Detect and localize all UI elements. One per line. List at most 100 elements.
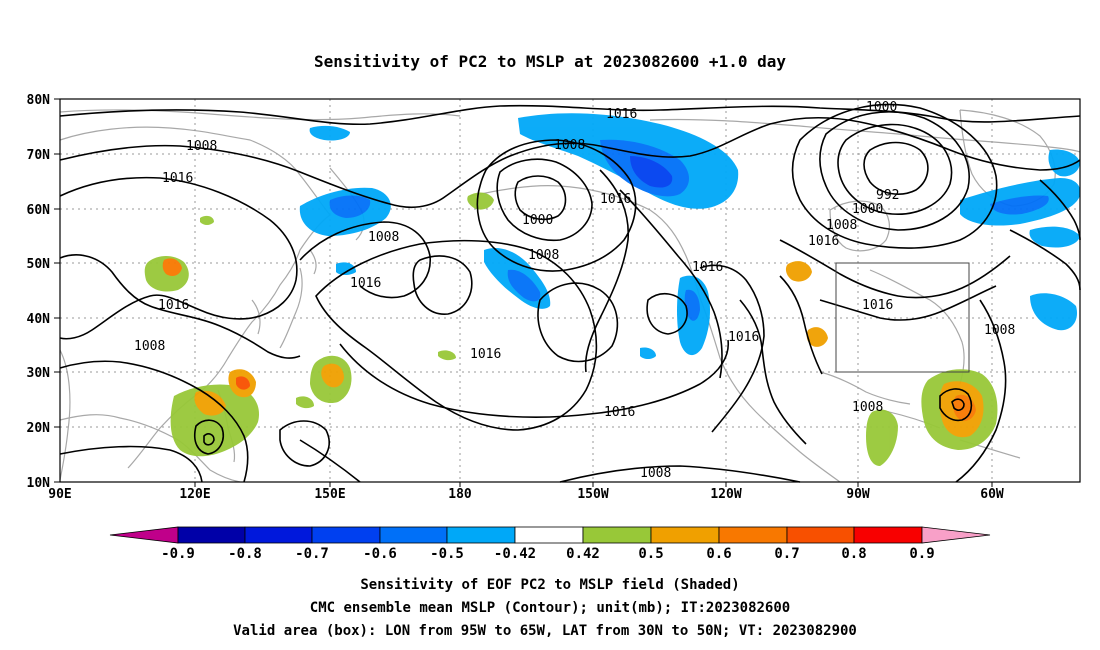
colorbar-label: 0.5 — [638, 546, 663, 562]
isobar-1008-typhoon-inner — [203, 433, 215, 446]
colorbar-swatch — [379, 526, 448, 544]
colorbar-below-min-triangle — [109, 526, 179, 544]
coastline-gulf-mexico — [819, 371, 911, 405]
shade-positive-east-china-sea — [170, 384, 260, 457]
colorbar-swatch — [446, 526, 516, 544]
sensitivity-shading — [144, 113, 1081, 466]
coastlines — [59, 109, 1081, 483]
contour-label: 1008 — [186, 139, 217, 154]
shade-negative-north-atlantic — [1029, 226, 1080, 248]
isobar-1016-subtropical-high — [315, 239, 598, 431]
isobar-1000-bering-low — [514, 175, 567, 221]
lat-label: 30N — [27, 366, 51, 381]
isobar-1008-pacific-sw — [299, 439, 361, 483]
lat-label: 60N — [27, 203, 51, 218]
contour-label: 1016 — [350, 276, 381, 291]
isobar-1008-pacific-se — [559, 465, 801, 483]
map-panel: 1016 1000 1008 1008 992 1000 1016 1008 1… — [59, 98, 1081, 483]
isobar-1016-central-pacific — [299, 221, 431, 299]
colorbar-swatch — [650, 526, 720, 544]
shade-positive-small-1 — [200, 215, 214, 225]
map-frame — [59, 98, 1081, 483]
coastline-japan — [279, 249, 317, 349]
shade-negative-arctic-1 — [309, 125, 350, 141]
isobar-1008-na-central — [739, 299, 807, 445]
lon-label: 180 — [448, 487, 472, 502]
colorbar-label: 0.7 — [774, 546, 799, 562]
isobar-1016-canada — [779, 239, 1011, 299]
contour-label: 992 — [876, 188, 899, 203]
shade-positive-yellow-sea-core — [162, 258, 182, 276]
contour-label: 1008 — [368, 230, 399, 245]
colorbar-label: -0.5 — [430, 546, 464, 562]
colorbar-label: 0.6 — [706, 546, 731, 562]
longitude-labels: 90E 120E 150E 180 150W 120W 90W 60W — [48, 487, 1004, 502]
isobar-1008-typhoon-outer — [193, 419, 224, 455]
shade-negative-pacific-nw-core — [684, 289, 700, 321]
contour-label: 1008 — [852, 400, 883, 415]
colorbar-swatch — [244, 526, 313, 544]
contour-label: 1008 — [640, 466, 671, 481]
lon-label: 120W — [710, 487, 741, 502]
contour-label: 1008 — [984, 323, 1015, 338]
contour-label: 1008 — [134, 339, 165, 354]
lon-label: 60W — [980, 487, 1004, 502]
latitude-labels: 80N 70N 60N 50N 40N 30N 20N 10N — [27, 93, 51, 491]
isobar-1008-alaska — [584, 169, 630, 373]
colorbar-swatch — [853, 526, 923, 544]
lon-label: 90W — [846, 487, 870, 502]
contour-label: 1008 — [826, 218, 857, 233]
isobar-1016-alaska-ridge — [619, 189, 723, 379]
isobar-1016-atlantic-ne — [1009, 229, 1081, 291]
shade-negative-gulf-alaska-core — [507, 269, 541, 302]
lat-label: 80N — [27, 93, 51, 108]
isobar-1008-south — [59, 445, 203, 483]
colorbar — [109, 526, 991, 544]
isobar-1016-atlantic — [955, 299, 1007, 483]
contour-label: 1008 — [528, 248, 559, 263]
lat-label: 20N — [27, 421, 51, 436]
shade-negative-greenland-core — [990, 195, 1049, 215]
isobar-1016-north — [59, 104, 1081, 126]
isobar-1008-tropical-loop — [279, 420, 330, 467]
colorbar-swatch — [786, 526, 855, 544]
contour-label: 1016 — [808, 234, 839, 249]
contour-label: 1016 — [728, 330, 759, 345]
contour-label: 1016 — [470, 347, 501, 362]
colorbar-swatch — [514, 526, 584, 544]
colorbar-label: 0.8 — [841, 546, 866, 562]
colorbar-swatch — [177, 526, 246, 544]
lon-label: 150E — [314, 487, 345, 502]
caption-line-1: Sensitivity of EOF PC2 to MSLP field (Sh… — [360, 577, 739, 593]
colorbar-labels: -0.9 -0.8 -0.7 -0.6 -0.5 -0.42 0.42 0.5 … — [161, 546, 935, 562]
contour-label: 1008 — [554, 138, 585, 153]
coastline-hudson-bay — [829, 200, 890, 252]
chart-title: Sensitivity of PC2 to MSLP at 2023082600… — [314, 52, 786, 71]
lon-label: 150W — [577, 487, 608, 502]
lat-label: 70N — [27, 148, 51, 163]
isobar-1000-arctic-low — [837, 123, 953, 215]
coastline-north-america-arctic — [649, 118, 1081, 153]
caption-line-2: CMC ensemble mean MSLP (Contour); unit(m… — [310, 600, 790, 616]
caption: Sensitivity of EOF PC2 to MSLP field (Sh… — [233, 577, 857, 639]
isobar-1008-na-trough — [779, 275, 823, 375]
isobar-1000-arctic-low-mid — [819, 111, 970, 231]
contour-label: 1016 — [862, 298, 893, 313]
lat-label: 40N — [27, 312, 51, 327]
coastline-arctic-siberia — [59, 109, 461, 121]
shade-positive-small-2 — [438, 350, 456, 361]
longitude-ticks — [194, 482, 993, 487]
isobar-1008-atlantic-low-inner — [951, 398, 965, 411]
isobar-1016-pacific-south — [339, 339, 729, 418]
colorbar-label: -0.9 — [161, 546, 195, 562]
shade-positive-east-china-orange — [194, 390, 226, 416]
contour-label: 1016 — [162, 171, 193, 186]
shade-positive-us-west — [785, 261, 812, 282]
contour-label: 1016 — [600, 192, 631, 207]
contour-label: 1016 — [158, 298, 189, 313]
shade-negative-kamchatka-core — [329, 195, 371, 218]
contour-label: 1016 — [606, 107, 637, 122]
contour-label: 1016 — [604, 405, 635, 420]
shade-positive-gulf-mexico — [866, 409, 898, 466]
